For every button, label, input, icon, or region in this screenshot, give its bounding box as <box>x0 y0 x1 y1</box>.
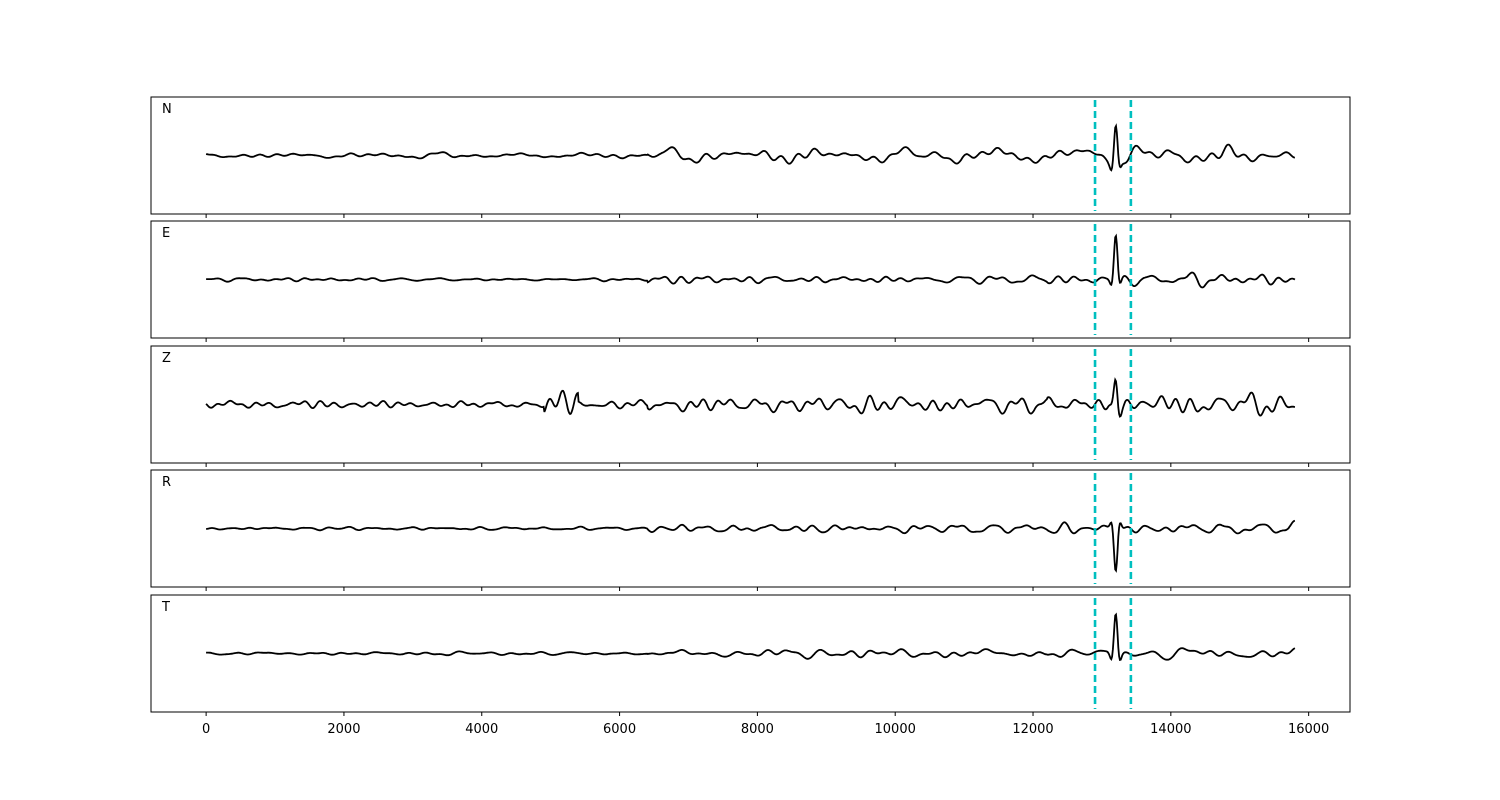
panel-label: E <box>162 226 170 241</box>
panel-label: Z <box>162 351 171 366</box>
trace-e <box>206 233 1296 289</box>
trace-n <box>205 123 1296 172</box>
panel-frame <box>150 345 1351 464</box>
panel-e: E <box>150 220 1351 342</box>
panel-z: Z <box>150 345 1351 467</box>
x-tick-label: 4000 <box>465 722 498 737</box>
x-tick-label: 12000 <box>1012 722 1053 737</box>
panel-frame <box>150 96 1351 215</box>
panel-frame <box>150 594 1351 713</box>
x-tick-label: 10000 <box>875 722 916 737</box>
x-tick-label: 0 <box>202 722 210 737</box>
panels-group: N E Z R T <box>150 96 1351 716</box>
x-tick-label: 14000 <box>1150 722 1191 737</box>
trace-t <box>205 612 1296 662</box>
panel-n: N <box>150 96 1351 218</box>
panel-frame <box>150 469 1351 588</box>
panel-r: R <box>150 469 1351 591</box>
x-axis: 0 2000 4000 6000 8000 10000 12000 14000 16000 <box>202 722 1329 737</box>
x-tick-label: 8000 <box>741 722 774 737</box>
panel-t: T <box>150 594 1351 716</box>
trace-z <box>205 377 1296 418</box>
trace-r <box>205 519 1296 573</box>
x-tick-label: 2000 <box>327 722 360 737</box>
panel-label: R <box>162 475 171 490</box>
x-tick-label: 16000 <box>1288 722 1329 737</box>
x-tick-label: 6000 <box>603 722 636 737</box>
panel-label: T <box>161 600 170 615</box>
panel-frame <box>150 220 1351 339</box>
panel-label: N <box>162 102 172 117</box>
